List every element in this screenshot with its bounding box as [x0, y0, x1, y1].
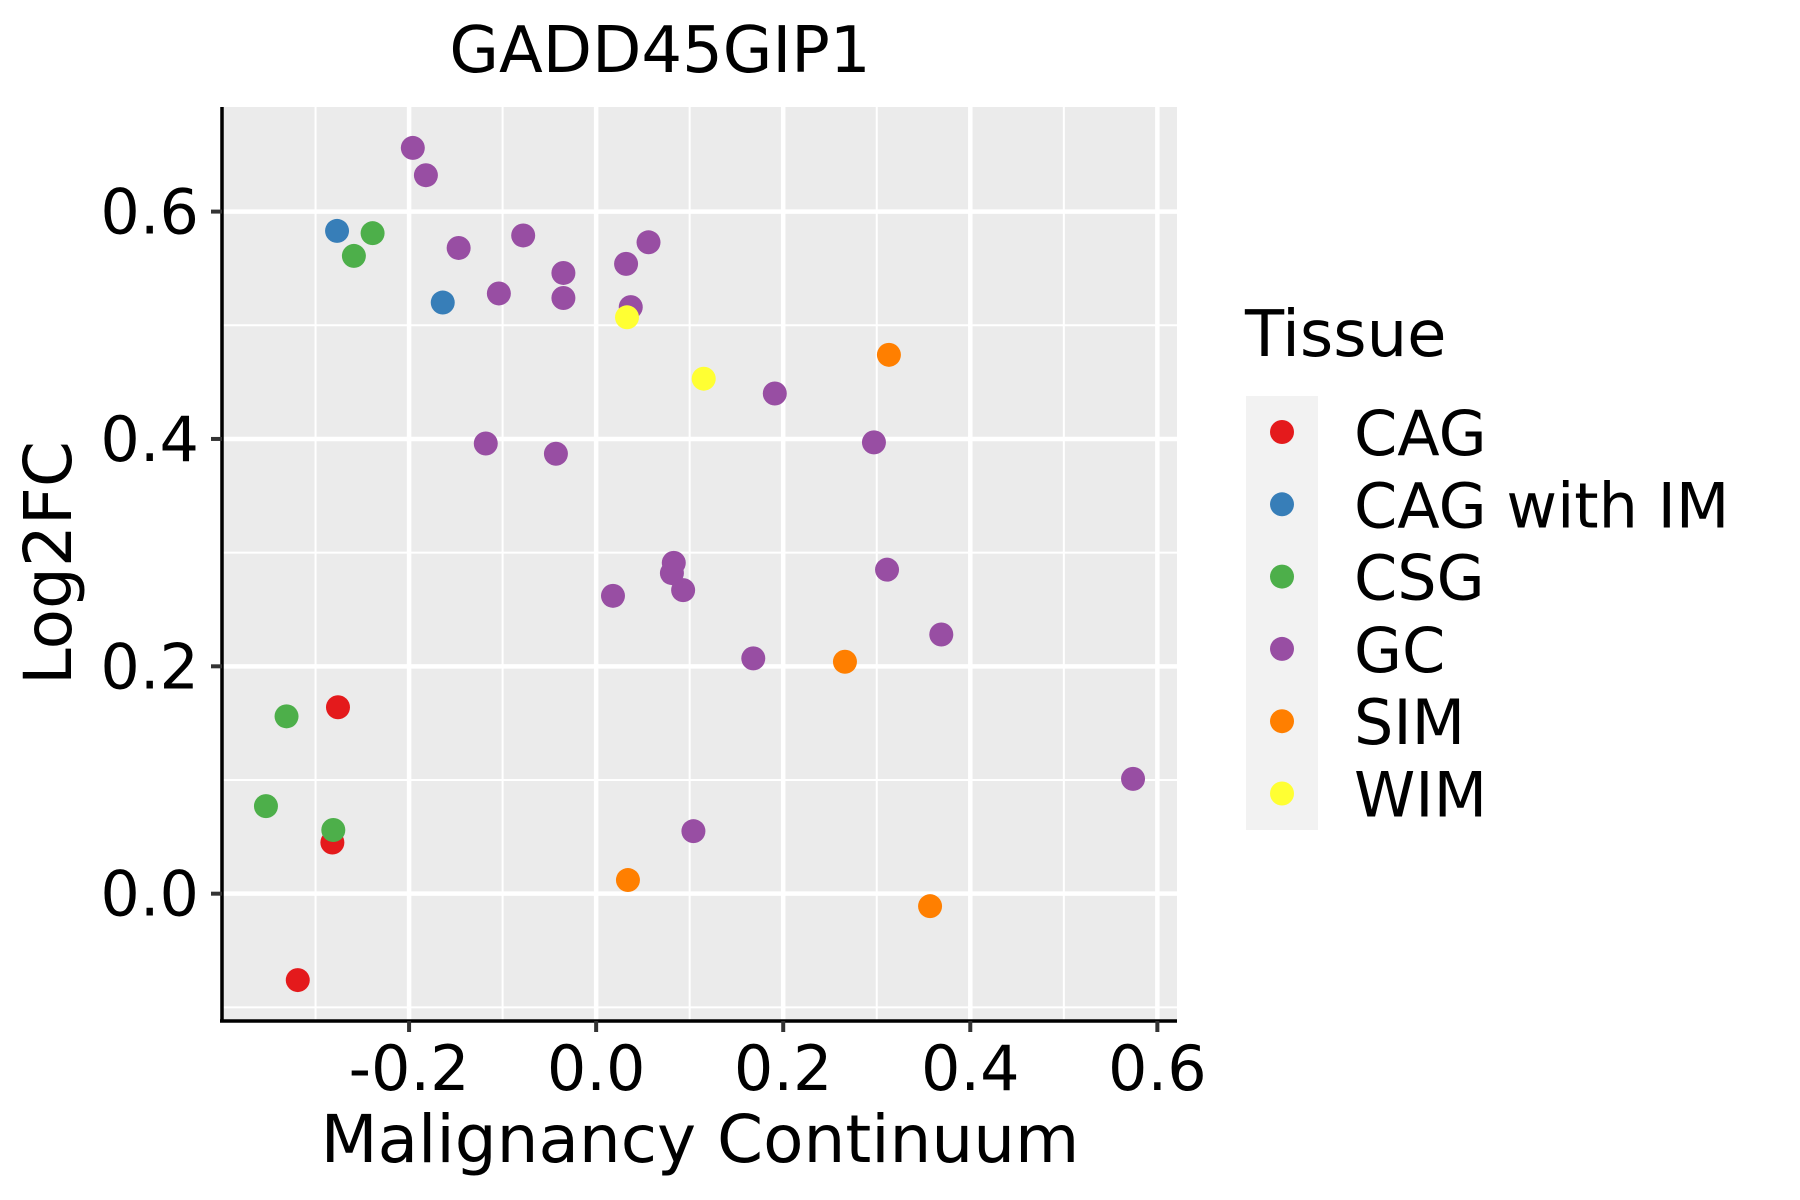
data-point-gc — [600, 583, 625, 608]
y-tick-label: 0.4 — [100, 403, 199, 476]
data-point-csg — [321, 818, 346, 843]
data-point-gc — [400, 135, 425, 160]
data-point-gc — [659, 561, 684, 586]
data-point-csg — [360, 221, 385, 246]
x-tick-label: 0.0 — [547, 1032, 646, 1105]
data-point-cag — [285, 968, 310, 993]
legend-title: Tissue — [1244, 298, 1447, 372]
legend-label: SIM — [1354, 686, 1465, 759]
x-tick-label: -0.2 — [349, 1032, 470, 1105]
data-point-gc — [413, 163, 438, 188]
legend-key-gc — [1270, 636, 1294, 661]
data-point-gc — [861, 430, 886, 455]
data-point-cag-with-im — [430, 290, 455, 315]
data-point-gc — [511, 223, 536, 248]
x-tick-label: 0.4 — [921, 1032, 1020, 1105]
data-point-gc — [762, 381, 787, 406]
y-axis-ticks: 0.0 0.2 0.4 0.6 — [100, 176, 222, 931]
data-point-gc — [551, 285, 576, 310]
data-point-sim — [876, 342, 901, 367]
data-point-gc — [473, 431, 498, 456]
x-axis-ticks: -0.2 0.0 0.2 0.4 0.6 — [349, 1021, 1207, 1105]
data-point-gc — [681, 819, 706, 844]
data-point-gc — [875, 557, 900, 582]
data-point-gc — [486, 281, 511, 306]
data-point-csg — [274, 704, 299, 729]
legend-key-wim — [1270, 781, 1294, 806]
data-point-cag — [325, 695, 350, 720]
legend-label: GC — [1354, 614, 1445, 687]
major-gridlines — [222, 107, 1177, 1021]
legend-label: CSG — [1354, 542, 1485, 615]
x-axis-title: Malignancy Continuum — [321, 1101, 1080, 1178]
data-point-gc — [614, 251, 639, 276]
x-tick-label: 0.6 — [1108, 1032, 1207, 1105]
data-point-csg — [341, 243, 366, 268]
data-point-gc — [929, 622, 954, 647]
data-point-cag-with-im — [325, 218, 350, 243]
legend-key-background — [1246, 396, 1318, 830]
data-points — [253, 135, 1146, 993]
legend-key-csg — [1270, 564, 1294, 589]
chart-title: GADD45GIP1 — [449, 14, 870, 88]
data-point-csg — [253, 794, 278, 819]
legend-label: CAG — [1354, 397, 1487, 470]
y-tick-label: 0.2 — [100, 630, 199, 703]
data-point-gc — [741, 646, 766, 671]
minor-gridlines — [222, 107, 1177, 1021]
legend-key-sim — [1270, 709, 1294, 734]
y-tick-label: 0.0 — [100, 858, 199, 931]
data-point-gc — [1121, 766, 1146, 791]
x-tick-label: 0.2 — [734, 1032, 833, 1105]
legend-label: CAG with IM — [1354, 469, 1729, 542]
data-point-gc — [636, 230, 661, 255]
data-point-gc — [671, 578, 696, 603]
y-tick-label: 0.6 — [100, 176, 199, 249]
data-point-wim — [615, 305, 640, 330]
data-point-sim — [918, 894, 943, 919]
data-point-wim — [691, 366, 716, 391]
y-axis-title: Log2FC — [10, 441, 87, 685]
data-point-gc — [543, 441, 568, 466]
legend-key-cag-with-im — [1270, 492, 1294, 517]
data-point-sim — [832, 649, 857, 674]
data-point-sim — [615, 868, 640, 893]
legend-key-cag — [1270, 420, 1294, 444]
data-point-gc — [446, 235, 471, 260]
legend-label: WIM — [1354, 759, 1487, 832]
plot-panel — [222, 107, 1177, 1021]
data-point-gc — [551, 260, 576, 285]
